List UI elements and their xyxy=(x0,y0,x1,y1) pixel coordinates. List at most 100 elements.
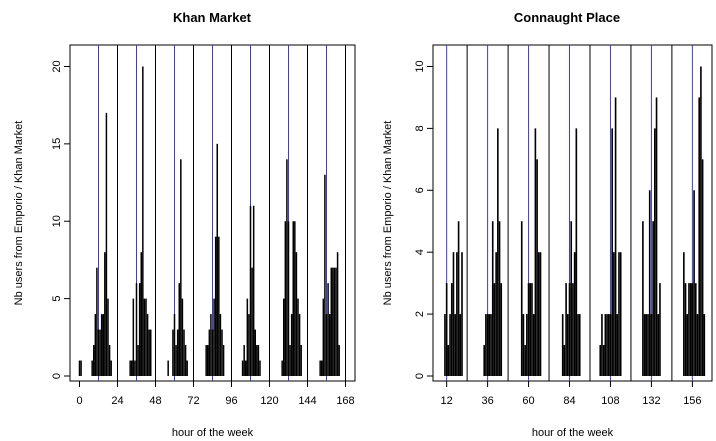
bar xyxy=(486,314,489,376)
bar xyxy=(142,66,144,376)
bar xyxy=(104,252,106,376)
bar xyxy=(320,360,323,376)
bar xyxy=(91,360,93,376)
bar xyxy=(99,329,101,376)
bar xyxy=(319,360,321,376)
bar xyxy=(655,97,658,376)
bar xyxy=(282,298,285,376)
bar xyxy=(181,298,184,376)
bar xyxy=(609,314,612,376)
bar xyxy=(688,283,690,376)
bar xyxy=(97,329,100,376)
bar xyxy=(210,314,212,376)
bar xyxy=(604,314,607,376)
bar xyxy=(531,283,533,376)
y-axis-label: Nb users from Emporio / Khan Market xyxy=(13,121,25,306)
bar xyxy=(691,283,694,376)
bar xyxy=(256,345,258,376)
bar xyxy=(650,314,653,376)
bar xyxy=(444,314,446,376)
bar xyxy=(619,252,622,376)
bar xyxy=(176,329,179,376)
bar xyxy=(616,314,619,376)
bar xyxy=(102,314,105,376)
x-tick-label: 0 xyxy=(76,395,82,407)
x-tick-label: 120 xyxy=(260,395,278,407)
bar xyxy=(300,345,302,376)
bar xyxy=(211,329,214,376)
bar xyxy=(495,252,497,376)
bar xyxy=(129,360,131,376)
y-tick-label: 10 xyxy=(51,215,63,227)
bar xyxy=(208,329,211,376)
bar xyxy=(332,267,334,376)
x-tick-label: 36 xyxy=(481,395,493,407)
x-tick-label: 132 xyxy=(642,395,660,407)
bar xyxy=(578,314,581,376)
bar xyxy=(130,360,133,376)
bar xyxy=(132,298,135,376)
bar xyxy=(183,329,185,376)
chart-title: Khan Market xyxy=(173,10,252,25)
bar xyxy=(325,314,328,376)
x-axis-label: hour of the week xyxy=(532,427,614,439)
x-tick-label: 156 xyxy=(683,395,701,407)
x-tick-label: 72 xyxy=(187,395,199,407)
bar xyxy=(167,360,169,376)
x-tick-label: 12 xyxy=(441,395,453,407)
bar xyxy=(654,128,656,376)
bar xyxy=(143,298,146,376)
bar xyxy=(259,360,261,376)
bar xyxy=(450,283,453,376)
bar xyxy=(532,314,535,376)
bar xyxy=(534,128,537,376)
bar xyxy=(186,360,188,376)
bar xyxy=(146,314,149,376)
bar xyxy=(205,345,207,376)
bar xyxy=(457,221,460,376)
bar xyxy=(257,345,260,376)
bar xyxy=(693,190,695,376)
bar xyxy=(216,143,219,376)
bar xyxy=(602,345,605,376)
bar xyxy=(701,159,704,376)
y-axis-label: Nb users from Emporio / Khan Market xyxy=(382,121,394,306)
x-tick-label: 48 xyxy=(149,395,161,407)
bar xyxy=(648,190,651,376)
y-tick-label: 5 xyxy=(51,296,63,302)
bar xyxy=(618,252,620,376)
bar xyxy=(565,283,567,376)
y-tick-label: 2 xyxy=(414,311,426,317)
bar xyxy=(145,298,147,376)
bar xyxy=(241,360,244,376)
bar xyxy=(683,252,685,376)
x-tick-label: 168 xyxy=(336,395,354,407)
bar xyxy=(244,360,247,376)
connaught-place-panel: 0 2 4 6 8 10 12 36 60 84 108 132 156 Connaught Place h… xyxy=(382,10,713,439)
bar xyxy=(689,283,692,376)
bar xyxy=(703,314,706,376)
bar xyxy=(295,252,298,376)
bar xyxy=(140,252,143,376)
bar xyxy=(452,252,455,376)
bar xyxy=(254,329,257,376)
bar xyxy=(286,159,288,376)
bar xyxy=(500,283,503,376)
bar xyxy=(643,314,646,376)
bar xyxy=(94,314,97,376)
bar xyxy=(694,283,697,376)
bar xyxy=(248,314,250,376)
bar xyxy=(330,267,333,376)
bar xyxy=(700,66,702,376)
bar xyxy=(696,314,699,376)
bar xyxy=(110,360,112,376)
bar xyxy=(539,252,542,376)
x-tick-label: 84 xyxy=(563,395,575,407)
bar xyxy=(327,283,329,376)
bar xyxy=(335,267,337,376)
bar xyxy=(281,360,283,376)
bar xyxy=(684,283,687,376)
bar xyxy=(294,221,296,376)
bar xyxy=(577,314,579,376)
